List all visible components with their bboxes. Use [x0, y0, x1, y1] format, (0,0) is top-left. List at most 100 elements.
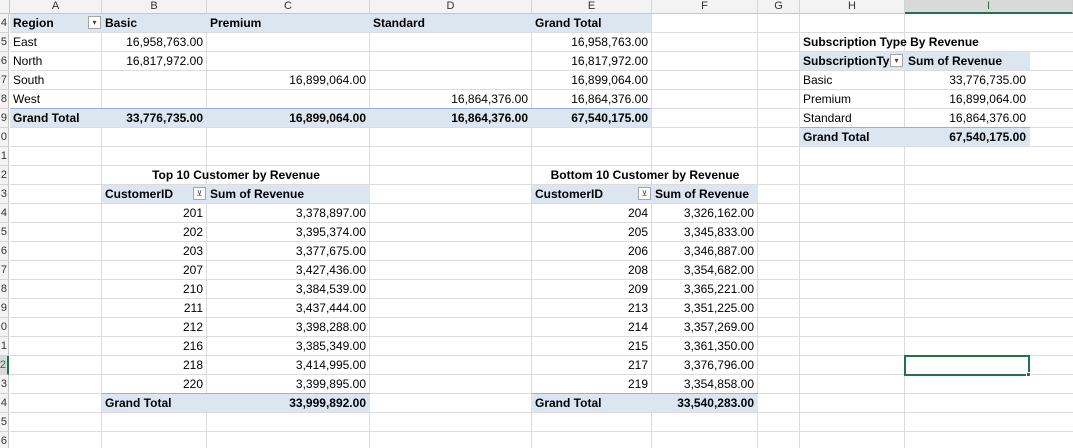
gridline-horizontal [10, 222, 1073, 223]
subscription-revenue: 33,776,735.00 [949, 73, 1026, 87]
row-header[interactable]: 2 [0, 356, 9, 375]
customer-revenue: 3,377,675.00 [295, 244, 366, 258]
grand-total-basic: 33,776,735.00 [126, 111, 203, 125]
pivot-band [10, 109, 651, 127]
customer-filter-icon[interactable]: ⊻ [638, 187, 651, 200]
region-label: East [13, 35, 38, 49]
row-header[interactable]: 3 [0, 375, 9, 394]
pivot-band-border [102, 393, 370, 394]
header-customer-id: CustomerID [105, 187, 174, 201]
row-header[interactable]: 9 [0, 299, 9, 318]
gridline-vertical [369, 14, 370, 448]
row-header[interactable]: 1 [0, 147, 9, 166]
grand-total-all: 67,540,175.00 [571, 111, 648, 125]
row-header[interactable]: 4 [0, 394, 9, 413]
column-header-a[interactable]: A [10, 0, 102, 14]
row-number: 1 [0, 340, 7, 352]
row-header[interactable]: 0 [0, 128, 9, 147]
value-total: 16,899,064.00 [571, 73, 648, 87]
gridline-horizontal [10, 241, 1073, 242]
gridline-horizontal [10, 203, 1073, 204]
value-basic: 16,958,763.00 [126, 35, 203, 49]
select-all-corner[interactable] [0, 0, 10, 14]
gridline-horizontal [10, 70, 1073, 71]
column-header-b[interactable]: B [102, 0, 207, 14]
subscription-pivot-title: Subscription Type By Revenue [803, 35, 979, 49]
customer-revenue: 3,395,374.00 [295, 225, 366, 239]
top10-title: Top 10 Customer by Revenue [152, 168, 320, 182]
column-header-d[interactable]: D [370, 0, 532, 14]
value-standard [370, 52, 532, 70]
column-header-e[interactable]: E [532, 0, 652, 14]
row-number: 6 [0, 435, 7, 447]
grand-total-premium: 16,899,064.00 [289, 111, 366, 125]
customer-id: 210 [182, 282, 203, 296]
customer-revenue: 3,354,858.00 [683, 377, 754, 391]
customer-revenue: 3,385,349.00 [295, 339, 366, 353]
column-header-i[interactable]: I [905, 0, 1073, 14]
column-header-g[interactable]: G [758, 0, 800, 14]
row-header[interactable]: 5 [0, 413, 9, 432]
row-header[interactable]: 8 [0, 280, 9, 299]
customer-revenue: 3,357,269.00 [683, 320, 754, 334]
value-total: 16,817,972.00 [571, 54, 648, 68]
subscription-filter-dropdown-icon[interactable]: ▾ [890, 54, 903, 67]
pivot-band [102, 185, 370, 203]
row-header[interactable]: 8 [0, 90, 9, 109]
region-label: West [13, 92, 41, 106]
grand-total-value: 33,540,283.00 [677, 396, 754, 410]
row-header[interactable]: 7 [0, 71, 9, 90]
customer-id: 202 [182, 225, 203, 239]
pivot-band [102, 394, 370, 412]
row-header[interactable]: 4 [0, 14, 9, 33]
row-header[interactable]: 7 [0, 261, 9, 280]
customer-revenue: 3,354,682.00 [683, 263, 754, 277]
pivot-band [532, 394, 758, 412]
grand-total-value: 33,999,892.00 [289, 396, 366, 410]
header-premium: Premium [210, 16, 262, 30]
gridline-vertical [799, 14, 800, 448]
row-number: 5 [0, 226, 7, 238]
customer-revenue: 3,427,436.00 [295, 263, 366, 277]
value-premium: 16,899,064.00 [289, 73, 366, 87]
active-cell-selection[interactable] [904, 355, 1030, 376]
row-header[interactable]: 1 [0, 337, 9, 356]
row-header[interactable]: 3 [0, 185, 9, 204]
subscription-type: Basic [803, 73, 833, 87]
customer-id: 220 [182, 377, 203, 391]
row-header[interactable]: 5 [0, 33, 9, 52]
gridline-horizontal [10, 298, 1073, 299]
row-number: 6 [0, 245, 7, 257]
row-header[interactable]: 6 [0, 52, 9, 71]
row-header[interactable]: 2 [0, 166, 9, 185]
row-header[interactable]: 0 [0, 318, 9, 337]
gridline-horizontal [10, 374, 1073, 375]
gridline-horizontal [10, 127, 1073, 128]
row-header[interactable]: 4 [0, 204, 9, 223]
row-number: 4 [0, 397, 7, 409]
header-customer-id: CustomerID [535, 187, 604, 201]
region-filter-dropdown-icon[interactable]: ▾ [88, 16, 101, 29]
gridline-vertical [206, 14, 207, 448]
customer-revenue: 3,361,350.00 [683, 339, 754, 353]
row-header[interactable]: 6 [0, 432, 9, 448]
bottom10-title: Bottom 10 Customer by Revenue [550, 168, 740, 182]
subscription-type: Premium [803, 92, 852, 106]
customer-id: 207 [182, 263, 203, 277]
row-header[interactable]: 6 [0, 242, 9, 261]
row-header[interactable]: 9 [0, 109, 9, 128]
customer-revenue: 3,351,225.00 [683, 301, 754, 315]
gridline-horizontal [10, 336, 1073, 337]
fill-handle[interactable] [1026, 372, 1031, 377]
subscription-type: Standard [803, 111, 852, 125]
customer-id: 212 [182, 320, 203, 334]
row-number: 7 [0, 74, 7, 86]
row-header[interactable]: 5 [0, 223, 9, 242]
column-header-h[interactable]: H [800, 0, 905, 14]
column-header-f[interactable]: F [652, 0, 758, 14]
customer-filter-icon[interactable]: ⊻ [193, 187, 206, 200]
customer-revenue: 3,376,796.00 [683, 358, 754, 372]
header-sum-revenue: Sum of Revenue [655, 187, 750, 201]
column-header-c[interactable]: C [207, 0, 370, 14]
